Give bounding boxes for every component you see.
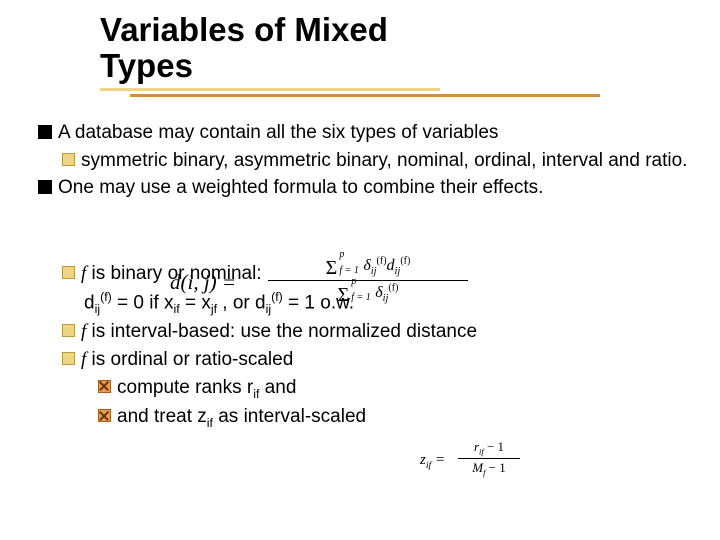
interval-label: is interval-based: use the normalized di… xyxy=(86,321,477,342)
d-sub: ij xyxy=(395,266,401,277)
ordinal-label: is ordinal or ratio-scaled xyxy=(86,349,293,370)
bullet-ordinal: f is ordinal or ratio-scaled xyxy=(62,347,688,373)
bullet-database: A database may contain all the six types… xyxy=(38,120,688,146)
sigma-icon: Σ xyxy=(338,285,350,305)
bullet-weighted-text: One may use a weighted formula to combin… xyxy=(58,175,688,201)
formula-spacer xyxy=(38,203,688,261)
formula-denominator: Σpf = 1δij(f) xyxy=(268,281,468,305)
z-lhs: zif = xyxy=(420,452,445,471)
eq0: = 0 if x xyxy=(112,292,174,313)
distance-formula: d(i, j) = Σpf = 1δij(f)dij(f) Σpf = 1δij… xyxy=(170,256,500,306)
title-underline-yellow xyxy=(100,88,440,91)
sigma-icon: Σ xyxy=(326,258,338,278)
ordinal-a-post: and xyxy=(259,377,296,398)
bullet-ordinal-ranks: compute ranks rif and xyxy=(98,375,688,402)
z-numerator: rif − 1 xyxy=(458,440,520,459)
sum-limits: pf = 1 xyxy=(339,256,363,272)
square-bullet-icon xyxy=(62,266,75,279)
minus1-den: − 1 xyxy=(485,460,505,475)
delta-sup2: (f) xyxy=(388,283,398,294)
title-underline-orange xyxy=(130,94,600,97)
d-sup: (f) xyxy=(400,256,410,267)
formula-fraction: Σpf = 1δij(f)dij(f) Σpf = 1δij(f) xyxy=(268,256,468,305)
square-bullet-icon xyxy=(62,352,75,365)
square-bullet-icon xyxy=(38,180,52,194)
square-bullet-icon xyxy=(62,153,75,166)
formula-numerator: Σpf = 1δij(f)dij(f) xyxy=(268,256,468,281)
bullet-types: symmetric binary, asymmetric binary, nom… xyxy=(62,148,688,174)
delta-var2: δ xyxy=(375,284,382,301)
ordinal-b-post: as interval-scaled xyxy=(213,406,366,427)
bullet-ordinal-text: f is ordinal or ratio-scaled xyxy=(81,347,688,373)
delta-var: δ xyxy=(363,257,370,274)
delta-sup: (f) xyxy=(377,256,387,267)
square-x-bullet-icon xyxy=(98,409,111,422)
slide-title: Variables of Mixed Types xyxy=(100,12,480,85)
bullet-interval-text: f is interval-based: use the normalized … xyxy=(81,319,688,345)
m-var: M xyxy=(472,460,483,475)
title-line1: Variables of Mixed xyxy=(100,11,388,48)
square-bullet-icon xyxy=(62,324,75,337)
z-fraction: rif − 1 Mf − 1 xyxy=(458,440,520,477)
bullet-types-text: symmetric binary, asymmetric binary, nom… xyxy=(81,148,688,174)
bullet-ordinal-treat-text: and treat zif as interval-scaled xyxy=(117,404,688,431)
sum-limits: pf = 1 xyxy=(351,283,375,299)
z-denominator: Mf − 1 xyxy=(458,459,520,477)
sum-bot2: f = 1 xyxy=(351,293,371,303)
z-eq: = xyxy=(431,452,445,468)
sum-top: p xyxy=(339,250,344,260)
minus1-num: − 1 xyxy=(484,439,504,454)
bullet-ordinal-treat: and treat zif as interval-scaled xyxy=(98,404,688,431)
sum-bot: f = 1 xyxy=(339,266,359,276)
sup-f: (f) xyxy=(100,290,112,304)
ordinal-b-pre: and treat z xyxy=(117,406,207,427)
bullet-database-text: A database may contain all the six types… xyxy=(58,120,688,146)
bullet-weighted: One may use a weighted formula to combin… xyxy=(38,175,688,201)
delta-sub2: ij xyxy=(383,293,389,304)
bullet-ordinal-ranks-text: compute ranks rif and xyxy=(117,375,688,402)
formula-lhs: d(i, j) = xyxy=(170,270,236,295)
square-x-bullet-icon xyxy=(98,380,111,393)
delta-sub: ij xyxy=(371,266,377,277)
d-var: d xyxy=(387,257,395,274)
sum-top2: p xyxy=(351,277,356,287)
d-var: d xyxy=(84,292,95,313)
title-line2: Types xyxy=(100,47,193,84)
ordinal-a-pre: compute ranks r xyxy=(117,377,253,398)
square-bullet-icon xyxy=(38,125,52,139)
bullet-interval: f is interval-based: use the normalized … xyxy=(62,319,688,345)
